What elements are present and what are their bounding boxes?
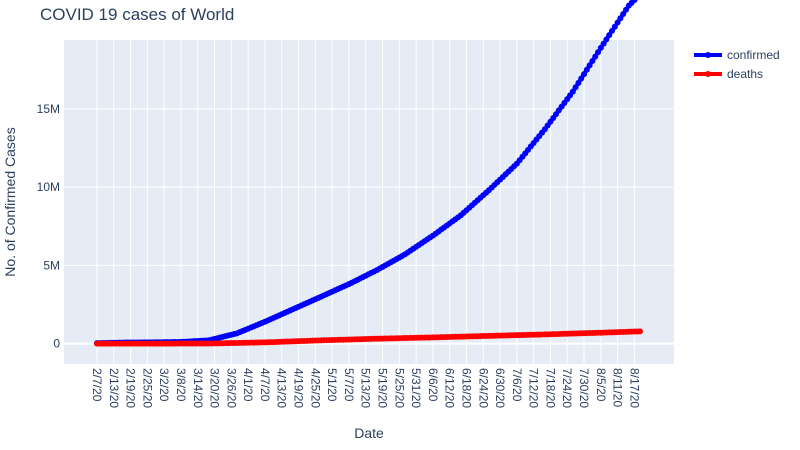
x-tick-label: 7/6/20 [510, 368, 524, 402]
legend-marker-confirmed [705, 52, 711, 58]
y-tick-label: 0 [53, 337, 60, 351]
x-tick-label: 6/6/20 [426, 368, 440, 402]
x-tick-label: 6/12/20 [443, 368, 457, 408]
plot-area [64, 40, 674, 364]
x-tick-label: 8/11/20 [611, 368, 625, 407]
x-tick-label: 6/30/20 [493, 368, 507, 408]
x-tick-label: 2/19/20 [124, 368, 138, 408]
x-tick-label: 7/30/20 [577, 368, 591, 408]
x-tick-label: 5/25/20 [392, 368, 406, 408]
x-tick-label: 7/18/20 [543, 368, 557, 408]
x-tick-label: 5/1/20 [325, 368, 339, 402]
legend-label-deaths: deaths [727, 67, 763, 81]
data-point-confirmed [578, 75, 585, 82]
legend[interactable]: confirmed deaths [694, 48, 780, 81]
data-point-confirmed [586, 62, 593, 69]
data-point-confirmed [589, 57, 596, 64]
data-point-confirmed [614, 19, 621, 26]
data-point-confirmed [617, 15, 624, 22]
data-point-confirmed [569, 88, 576, 95]
data-point-confirmed [581, 71, 588, 78]
data-point-confirmed [600, 40, 607, 47]
legend-item-deaths[interactable]: deaths [694, 67, 763, 81]
data-point-confirmed [631, 0, 638, 4]
x-tick-label: 3/14/20 [191, 368, 205, 408]
x-tick-label: 4/19/20 [292, 368, 306, 408]
x-tick-label: 2/25/20 [140, 368, 154, 408]
legend-item-confirmed[interactable]: confirmed [694, 48, 780, 62]
x-tick-label: 6/18/20 [459, 368, 473, 408]
x-tick-label: 3/2/20 [157, 368, 171, 402]
x-tick-label: 4/25/20 [308, 368, 322, 408]
x-tick-label: 3/26/20 [224, 368, 238, 408]
x-tick-label: 2/7/20 [90, 368, 104, 402]
x-tick-label: 6/24/20 [476, 368, 490, 408]
data-point-confirmed [572, 84, 579, 91]
data-point-confirmed [603, 36, 610, 43]
data-point-confirmed [592, 53, 599, 60]
data-point-confirmed [611, 23, 618, 30]
data-point-confirmed [575, 79, 582, 86]
x-tick-label: 5/31/20 [409, 368, 423, 408]
series-layer [94, 0, 643, 347]
x-tick-label: 5/13/20 [359, 368, 373, 408]
x-axis-ticks: 2/7/20 2/13/20 2/19/20 2/25/20 3/2/20 3/8/20 3… [90, 368, 641, 408]
x-axis-title: Date [354, 425, 384, 441]
data-point-confirmed [620, 11, 627, 18]
x-tick-label: 3/8/20 [174, 368, 188, 402]
y-tick-label: 15M [37, 102, 60, 116]
x-tick-label: 8/17/20 [627, 368, 641, 408]
legend-label-confirmed: confirmed [727, 48, 780, 62]
x-tick-label: 5/19/20 [375, 368, 389, 408]
data-point-deaths [637, 328, 643, 335]
gridlines [64, 40, 674, 364]
data-point-confirmed [597, 44, 604, 51]
x-tick-label: 4/1/20 [241, 368, 255, 402]
x-tick-label: 3/20/20 [208, 368, 222, 408]
y-tick-label: 10M [37, 180, 60, 194]
x-tick-label: 8/5/20 [594, 368, 608, 402]
y-axis-title: No. of Confirmed Cases [2, 127, 18, 276]
data-point-confirmed [623, 6, 630, 13]
data-point-confirmed [609, 27, 616, 34]
y-axis-ticks: 0 5M 10M 15M [37, 102, 61, 351]
x-tick-label: 7/12/20 [527, 368, 541, 408]
x-tick-label: 2/13/20 [107, 368, 121, 408]
data-point-confirmed [595, 49, 602, 56]
x-tick-label: 7/24/20 [560, 368, 574, 408]
data-point-confirmed [606, 32, 613, 39]
x-tick-label: 4/13/20 [275, 368, 289, 408]
chart-title: COVID 19 cases of World [40, 5, 234, 24]
y-tick-label: 5M [43, 258, 60, 272]
x-tick-label: 5/7/20 [342, 368, 356, 402]
legend-marker-deaths [705, 71, 711, 77]
data-point-confirmed [583, 66, 590, 73]
series-deaths [94, 328, 643, 347]
x-tick-label: 4/7/20 [258, 368, 272, 402]
